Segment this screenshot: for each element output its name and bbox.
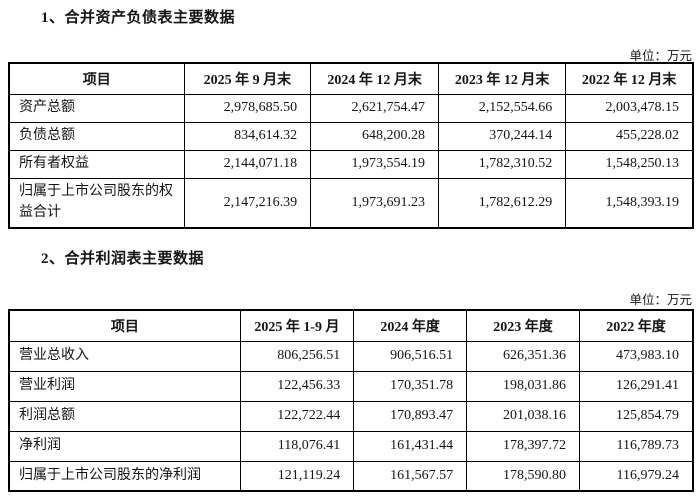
col-header-2024-dec: 2024 年 12 月末 [310,62,440,95]
cell-value: 116,979.24 [578,460,694,492]
cell-value: 2,621,754.47 [310,93,440,123]
row-label: 资产总额 [8,93,185,123]
cell-value: 473,983.10 [578,340,694,372]
table-row-net-profit-attributable-to-shareholders: 归属于上市公司股东的净利润 121,119.24 161,567.57 178,… [8,460,694,492]
cell-value: 455,228.02 [565,121,694,151]
cell-value: 2,152,554.66 [438,93,567,123]
cell-value: 806,256.51 [239,340,355,372]
row-label: 营业利润 [8,370,241,402]
cell-value: 906,516.51 [353,340,468,372]
cell-value: 170,893.47 [353,400,468,432]
cell-value: 125,854.79 [578,400,694,432]
cell-value: 161,567.57 [353,460,468,492]
table-row-net-profit: 净利润 118,076.41 161,431.44 178,397.72 116… [8,430,694,462]
cell-value: 1,973,554.19 [310,149,440,179]
cell-value: 626,351.36 [466,340,580,372]
cell-value: 122,722.44 [239,400,355,432]
col-header-2023-annual: 2023 年度 [466,309,580,342]
balance-sheet-section-title: 1、合并资产负债表主要数据 [41,10,236,26]
table-row-owners-equity: 所有者权益 2,144,071.18 1,973,554.19 1,782,31… [8,149,694,179]
income-statement-header-row: 项目 2025 年 1-9 月 2024 年度 2023 年度 2022 年度 [8,309,694,342]
table-row-equity-attributable-to-shareholders: 归属于上市公司股东的权益合计 2,147,216.39 1,973,691.23… [8,177,694,229]
col-header-2024-annual: 2024 年度 [353,309,468,342]
cell-value: 178,590.80 [466,460,580,492]
cell-value: 198,031.86 [466,370,580,402]
cell-value: 1,782,310.52 [438,149,567,179]
income-statement-section-title: 2、合并利润表主要数据 [41,251,205,267]
col-header-item: 项目 [8,309,241,342]
balance-sheet-header-row: 项目 2025 年 9 月末 2024 年 12 月末 2023 年 12 月末… [8,62,694,95]
row-label: 归属于上市公司股东的净利润 [8,460,241,492]
cell-value: 648,200.28 [310,121,440,151]
table-row-total-profit: 利润总额 122,722.44 170,893.47 201,038.16 12… [8,400,694,432]
cell-value: 178,397.72 [466,430,580,462]
balance-sheet-table: 项目 2025 年 9 月末 2024 年 12 月末 2023 年 12 月末… [8,62,694,229]
income-statement-table: 项目 2025 年 1-9 月 2024 年度 2023 年度 2022 年度 … [8,309,694,492]
cell-value: 170,351.78 [353,370,468,402]
cell-value: 118,076.41 [239,430,355,462]
cell-value: 2,144,071.18 [183,149,312,179]
cell-value: 2,003,478.15 [565,93,694,123]
cell-value: 122,456.33 [239,370,355,402]
row-label: 负债总额 [8,121,185,151]
col-header-2025-sep: 2025 年 9 月末 [183,62,312,95]
col-header-2023-dec: 2023 年 12 月末 [438,62,567,95]
unit-label-income-statement: 单位：万元 [629,293,692,307]
row-label: 营业总收入 [8,340,241,372]
cell-value: 2,978,685.50 [183,93,312,123]
cell-value: 1,548,250.13 [565,149,694,179]
row-label: 利润总额 [8,400,241,432]
unit-label-balance-sheet: 单位：万元 [629,49,692,63]
col-header-2022-annual: 2022 年度 [578,309,694,342]
row-label: 所有者权益 [8,149,185,179]
cell-value: 2,147,216.39 [183,177,312,229]
col-header-2022-dec: 2022 年 12 月末 [565,62,694,95]
table-row-total-assets: 资产总额 2,978,685.50 2,621,754.47 2,152,554… [8,93,694,123]
table-row-total-liabilities: 负债总额 834,614.32 648,200.28 370,244.14 45… [8,121,694,151]
cell-value: 201,038.16 [466,400,580,432]
cell-value: 116,789.73 [578,430,694,462]
cell-value: 370,244.14 [438,121,567,151]
cell-value: 834,614.32 [183,121,312,151]
row-label: 净利润 [8,430,241,462]
cell-value: 1,782,612.29 [438,177,567,229]
table-row-operating-profit: 营业利润 122,456.33 170,351.78 198,031.86 12… [8,370,694,402]
row-label: 归属于上市公司股东的权益合计 [8,177,185,229]
cell-value: 1,548,393.19 [565,177,694,229]
table-row-total-operating-revenue: 营业总收入 806,256.51 906,516.51 626,351.36 4… [8,340,694,372]
col-header-2025-jan-sep: 2025 年 1-9 月 [239,309,355,342]
cell-value: 126,291.41 [578,370,694,402]
cell-value: 161,431.44 [353,430,468,462]
col-header-item: 项目 [8,62,185,95]
cell-value: 1,973,691.23 [310,177,440,229]
cell-value: 121,119.24 [239,460,355,492]
